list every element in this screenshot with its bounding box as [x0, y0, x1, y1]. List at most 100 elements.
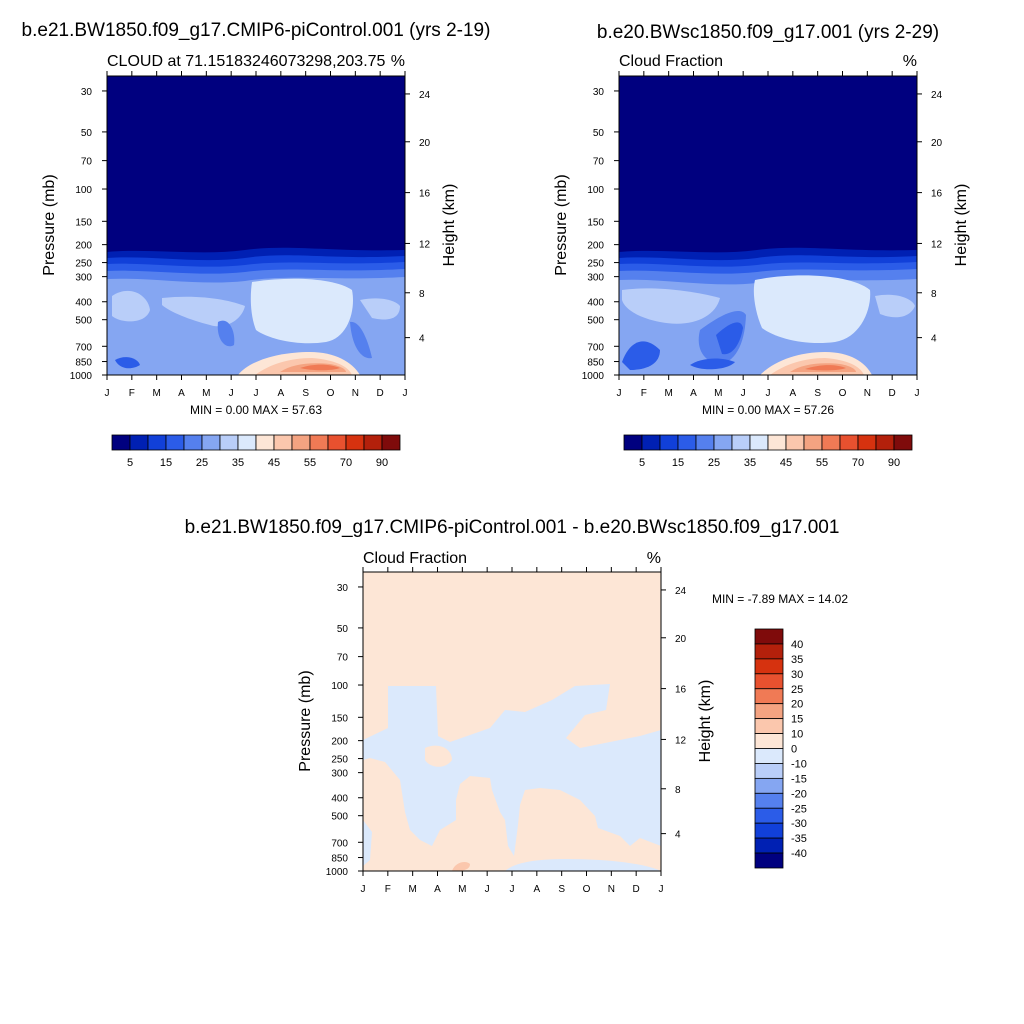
colorbar-box [749, 434, 769, 451]
y-tick-label: 400 [75, 298, 92, 309]
panel-3-ylabel-right: Height (km) [697, 680, 714, 763]
colorbar-label: 70 [340, 457, 352, 469]
y-tick-label: 50 [593, 128, 605, 139]
panel-1: b.e21.BW1850.f09_g17.CMIP6-piControl.001… [22, 20, 491, 469]
y-tick-label: 700 [75, 342, 92, 353]
x-tick-label: A [277, 388, 284, 399]
x-tick-label: M [664, 388, 672, 399]
x-tick-label: O [327, 388, 335, 399]
panel-3-y-ticks-right: 24 20 16 12 8 4 [661, 586, 687, 841]
colorbar-label: 90 [888, 457, 900, 469]
x-tick-label: O [583, 884, 591, 895]
y-tick-label: 200 [75, 241, 92, 252]
colorbar-label: 90 [376, 457, 388, 469]
colorbar-box [731, 434, 751, 451]
x-tick-label: M [408, 884, 416, 895]
y-right-tick-label: 4 [419, 334, 425, 345]
x-tick-label: J [485, 884, 490, 895]
colorbar-box [659, 434, 679, 451]
colorbar-box [201, 434, 221, 451]
y-tick-label: 150 [75, 217, 92, 228]
x-tick-label: D [889, 388, 896, 399]
panel-2-units: % [903, 53, 917, 70]
colorbar-box [754, 837, 784, 854]
colorbar-label: -25 [791, 803, 807, 815]
y-tick-label: 850 [75, 358, 92, 369]
colorbar-box [291, 434, 311, 451]
y-tick-label: 300 [587, 273, 604, 284]
colorbar-label: -15 [791, 773, 807, 785]
y-tick-label: 1000 [326, 867, 349, 878]
y-right-tick-label: 8 [675, 785, 681, 796]
x-tick-label: J [510, 884, 515, 895]
colorbar-box [875, 434, 895, 451]
panel-2-title: b.e20.BWsc1850.f09_g17.001 (yrs 2-29) [597, 22, 939, 43]
panel-3-subtitle: Cloud Fraction [363, 550, 467, 567]
colorbar-box [111, 434, 131, 451]
panel-2-ylabel: Pressure (mb) [553, 174, 570, 275]
colorbar-box [129, 434, 149, 451]
x-tick-label: F [385, 884, 391, 895]
colorbar-box [785, 434, 805, 451]
x-tick-label: J [403, 388, 408, 399]
y-tick-label: 250 [75, 259, 92, 270]
y-tick-label: 70 [337, 653, 349, 664]
y-right-tick-label: 24 [931, 90, 943, 101]
colorbar-box [754, 703, 784, 720]
colorbar-box [754, 658, 784, 675]
x-tick-label: J [105, 388, 110, 399]
y-right-tick-label: 24 [675, 586, 687, 597]
colorbar-box [255, 434, 275, 451]
x-tick-label: A [690, 388, 697, 399]
colorbar-box [381, 434, 401, 451]
y-tick-label: 150 [331, 713, 348, 724]
y-tick-label: 850 [587, 358, 604, 369]
y-right-tick-label: 16 [931, 189, 943, 200]
y-tick-label: 50 [81, 128, 93, 139]
panel-3-ylabel: Pressure (mb) [297, 670, 314, 771]
colorbar-box [767, 434, 787, 451]
x-tick-label: M [202, 388, 210, 399]
x-tick-label: N [608, 884, 615, 895]
x-tick-label: M [458, 884, 466, 895]
colorbar-label: 10 [791, 729, 803, 741]
y-tick-label: 70 [81, 157, 93, 168]
x-tick-label: J [659, 884, 664, 895]
x-tick-label: J [741, 388, 746, 399]
y-tick-label: 100 [587, 185, 604, 196]
colorbar-label: 0 [791, 744, 797, 756]
x-tick-label: F [641, 388, 647, 399]
colorbar-label: 15 [160, 457, 172, 469]
y-right-tick-label: 24 [419, 90, 431, 101]
colorbar-box [309, 434, 329, 451]
y-tick-label: 500 [331, 812, 348, 823]
y-tick-label: 30 [81, 87, 93, 98]
colorbar-box [237, 434, 257, 451]
y-tick-label: 700 [331, 838, 348, 849]
colorbar-label: 45 [268, 457, 280, 469]
y-tick-label: 500 [587, 316, 604, 327]
x-tick-label: J [361, 884, 366, 895]
colorbar-box [754, 643, 784, 660]
colorbar-label: 25 [196, 457, 208, 469]
panel-1-subtitle: CLOUD at 71.15183246073298,203.75 [107, 53, 386, 70]
y-tick-label: 1000 [70, 371, 93, 382]
x-tick-label: M [152, 388, 160, 399]
panel-3: b.e21.BW1850.f09_g17.CMIP6-piControl.001… [185, 517, 849, 895]
x-tick-label: S [814, 388, 821, 399]
panel-3-units: % [647, 550, 661, 567]
colorbar-box [754, 718, 784, 734]
panel-1-ylabel: Pressure (mb) [41, 174, 58, 275]
panel-1-colorbar: 5 15 25 35 45 55 70 90 [111, 434, 401, 469]
x-tick-label: J [229, 388, 234, 399]
colorbar-label: 45 [780, 457, 792, 469]
y-tick-label: 100 [331, 681, 348, 692]
colorbar-box [893, 434, 913, 451]
y-right-tick-label: 12 [675, 735, 687, 746]
colorbar-label: 55 [816, 457, 828, 469]
x-tick-label: J [617, 388, 622, 399]
colorbar-label: 15 [791, 714, 803, 726]
colorbar-box [803, 434, 823, 451]
